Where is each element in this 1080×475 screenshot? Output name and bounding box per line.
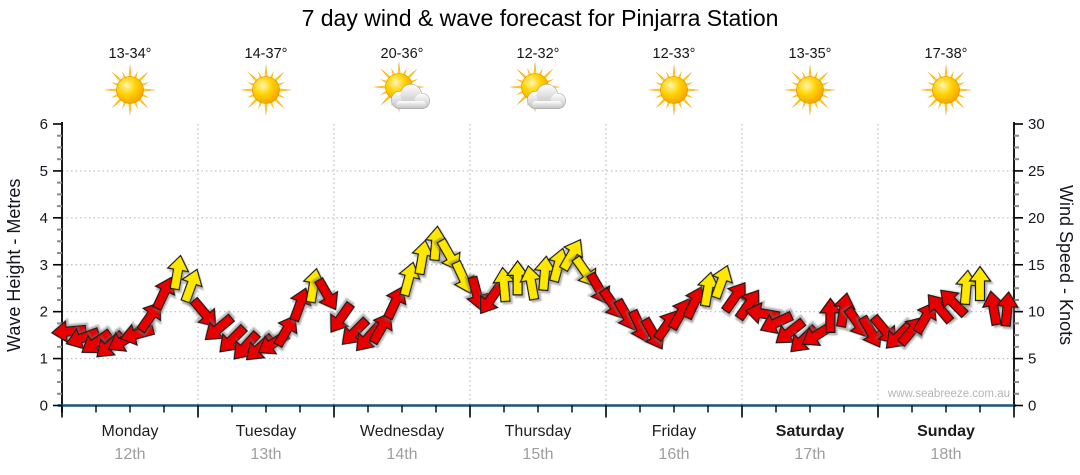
wind-arrow bbox=[558, 238, 584, 273]
sun-disc bbox=[932, 76, 960, 104]
day-date-label: 18th bbox=[930, 446, 961, 463]
day-name-label: Tuesday bbox=[236, 423, 297, 440]
watermark: www.seabreeze.com.au bbox=[887, 388, 1010, 400]
day-date-label: 13th bbox=[250, 446, 281, 463]
temp-range-label: 20-36° bbox=[381, 46, 424, 62]
sun-disc bbox=[796, 76, 824, 104]
wind-arrow bbox=[995, 290, 1019, 327]
wind-arrow bbox=[451, 259, 475, 295]
sun-disc bbox=[660, 76, 688, 104]
day-name-label: Wednesday bbox=[360, 423, 444, 440]
sun-icon bbox=[240, 64, 292, 116]
sun-rays bbox=[648, 64, 700, 116]
cloud-part bbox=[396, 101, 426, 109]
sun-disc bbox=[252, 76, 280, 104]
right-tick-label: 30 bbox=[1028, 116, 1045, 133]
right-axis-title: Wind Speed - Knots bbox=[1056, 184, 1076, 346]
right-tick-label: 15 bbox=[1028, 257, 1045, 274]
day-name-label: Thursday bbox=[505, 423, 572, 440]
wind-arrow bbox=[759, 310, 795, 335]
sun-icon bbox=[784, 64, 836, 116]
sun-rays bbox=[920, 64, 972, 116]
wind-arrow bbox=[166, 254, 190, 291]
cloud-part bbox=[532, 101, 562, 109]
wind-arrow bbox=[383, 285, 407, 321]
wind-arrow bbox=[180, 268, 203, 304]
day-name-label: Friday bbox=[652, 423, 696, 440]
wind-arrow bbox=[436, 237, 461, 272]
wind-arrow bbox=[273, 314, 298, 349]
right-tick-label: 5 bbox=[1028, 351, 1036, 368]
left-tick-label: 5 bbox=[40, 163, 48, 180]
day-date-label: 12th bbox=[114, 446, 145, 463]
wind-arrow bbox=[313, 277, 339, 311]
right-tick-label: 0 bbox=[1028, 398, 1036, 415]
sun-disc bbox=[116, 76, 144, 104]
chart-title: 7 day wind & wave forecast for Pinjarra … bbox=[301, 5, 779, 31]
sun-rays bbox=[784, 64, 836, 116]
wind-arrow bbox=[968, 265, 992, 302]
wind-arrow bbox=[368, 311, 393, 346]
wind-arrow bbox=[720, 281, 746, 315]
day-name-label: Sunday bbox=[917, 423, 975, 440]
day-name-label: Saturday bbox=[776, 423, 845, 440]
day-date-label: 16th bbox=[658, 446, 689, 463]
cloud-icon bbox=[527, 84, 566, 109]
wind-arrow bbox=[50, 319, 87, 344]
left-tick-label: 2 bbox=[40, 304, 48, 321]
wind-arrow bbox=[330, 300, 356, 333]
temp-range-label: 13-35° bbox=[789, 46, 832, 62]
left-tick-label: 4 bbox=[40, 210, 48, 227]
wind-arrow bbox=[151, 276, 176, 312]
sun-rays bbox=[240, 64, 292, 116]
wind-arrow bbox=[710, 264, 734, 300]
day-date-label: 15th bbox=[522, 446, 553, 463]
wind-arrow bbox=[189, 296, 217, 328]
right-tick-label: 25 bbox=[1028, 163, 1045, 180]
wind-arrow bbox=[940, 289, 969, 319]
temp-range-label: 17-38° bbox=[925, 46, 968, 62]
sun-icon bbox=[648, 64, 700, 116]
temp-range-label: 12-33° bbox=[653, 46, 696, 62]
wind-arrow bbox=[289, 287, 312, 323]
wind-arrow bbox=[398, 261, 421, 298]
wind-arrow bbox=[136, 301, 162, 334]
temp-range-label: 13-34° bbox=[109, 46, 152, 62]
right-tick-label: 10 bbox=[1028, 304, 1045, 321]
sun-icon bbox=[104, 64, 156, 116]
left-tick-label: 6 bbox=[40, 116, 48, 133]
temp-range-label: 12-32° bbox=[517, 46, 560, 62]
sun-icon bbox=[920, 64, 972, 116]
partly-cloudy-icon bbox=[373, 61, 430, 113]
left-axis-title: Wave Height - Metres bbox=[4, 178, 24, 352]
temp-range-label: 14-37° bbox=[245, 46, 288, 62]
left-tick-label: 1 bbox=[40, 351, 48, 368]
left-tick-label: 3 bbox=[40, 257, 48, 274]
sun-rays bbox=[104, 64, 156, 116]
partly-cloudy-icon bbox=[509, 61, 566, 113]
day-name-label: Monday bbox=[102, 423, 159, 440]
day-date-label: 14th bbox=[386, 446, 417, 463]
right-tick-label: 20 bbox=[1028, 210, 1045, 227]
day-date-label: 17th bbox=[794, 446, 825, 463]
cloud-icon bbox=[391, 84, 430, 109]
left-tick-label: 0 bbox=[40, 398, 48, 415]
